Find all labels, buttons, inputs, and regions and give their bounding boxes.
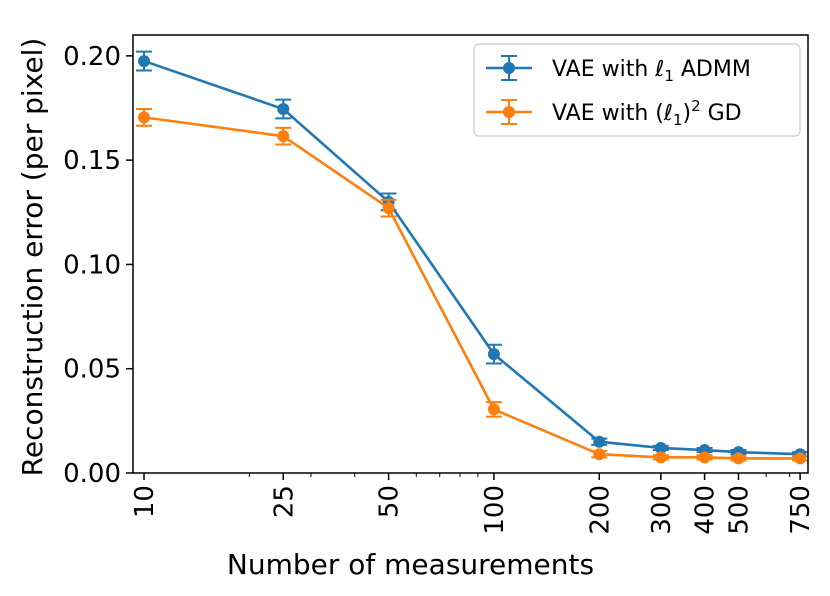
data-point [382,202,395,215]
x-tick-label: 300 [647,485,677,535]
data-point [487,403,500,416]
x-tick-label: 400 [691,485,721,535]
y-tick-label: 0.10 [63,250,121,280]
legend-marker [503,106,515,118]
x-tick-label: 750 [786,485,816,535]
y-tick-label: 0.20 [63,42,121,72]
data-point [277,130,290,143]
x-tick-label: 25 [269,485,299,518]
x-tick-label: 200 [585,485,615,535]
y-axis-label: Reconstruction error (per pixel) [16,38,49,477]
x-tick-label: 500 [724,485,754,535]
legend-label: VAE with ℓ1 ADMM [552,57,751,85]
y-tick-label: 0.00 [63,459,121,489]
data-point [654,441,667,454]
x-tick-label: 10 [130,485,160,518]
data-point [138,111,151,124]
data-point [732,452,745,465]
y-tick-label: 0.15 [63,146,121,176]
x-axis-label: Number of measurements [227,548,594,581]
data-point [593,448,606,461]
x-tick-label: 100 [480,485,510,535]
legend-box [473,43,801,137]
y-tick-label: 0.05 [63,355,121,385]
series-line-2 [143,116,801,460]
data-point [794,452,807,465]
data-point [698,451,711,464]
data-point [593,435,606,448]
data-point [487,348,500,361]
data-point [138,55,151,68]
axes-frame [132,34,809,474]
plot-data-layer [136,50,808,465]
legend-label: VAE with (ℓ1)2 GD [552,97,742,129]
legend-marker [503,62,515,74]
x-tick-label: 50 [375,485,405,518]
data-point [654,451,667,464]
data-point [277,103,290,116]
